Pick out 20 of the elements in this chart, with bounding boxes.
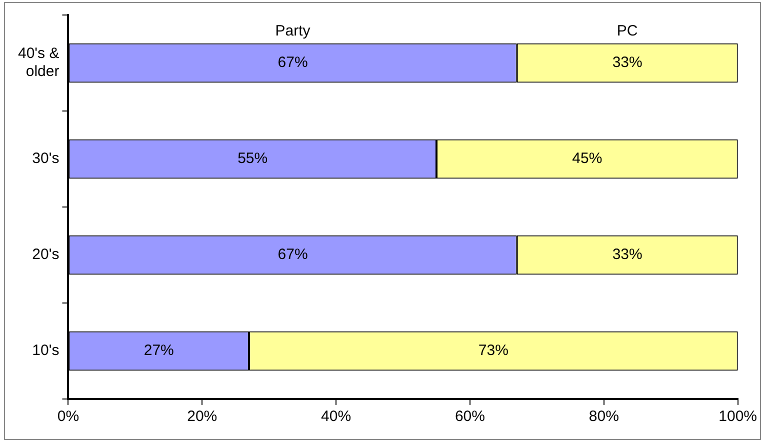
series-label: Party bbox=[275, 22, 311, 40]
data-label: 67% bbox=[278, 246, 308, 264]
y-tick-label: 10's bbox=[32, 342, 60, 360]
x-tick-label: 40% bbox=[321, 408, 352, 426]
data-label: 27% bbox=[144, 342, 174, 360]
y-tick-label: 30's bbox=[32, 150, 60, 168]
series-label: PC bbox=[616, 22, 638, 40]
data-label: 67% bbox=[278, 54, 308, 72]
data-label: 45% bbox=[572, 150, 602, 168]
x-tick-label: 0% bbox=[57, 408, 80, 426]
y-tick-label: 20's bbox=[32, 246, 60, 264]
data-label: 33% bbox=[612, 246, 642, 264]
data-label: 55% bbox=[238, 150, 268, 168]
x-tick-label: 80% bbox=[588, 408, 619, 426]
x-tick-label: 20% bbox=[187, 408, 218, 426]
data-label: 73% bbox=[478, 342, 508, 360]
y-tick-label: 40's & older bbox=[18, 45, 60, 80]
data-label: 33% bbox=[612, 54, 642, 72]
x-tick-label: 100% bbox=[718, 408, 758, 426]
x-tick-label: 60% bbox=[454, 408, 485, 426]
